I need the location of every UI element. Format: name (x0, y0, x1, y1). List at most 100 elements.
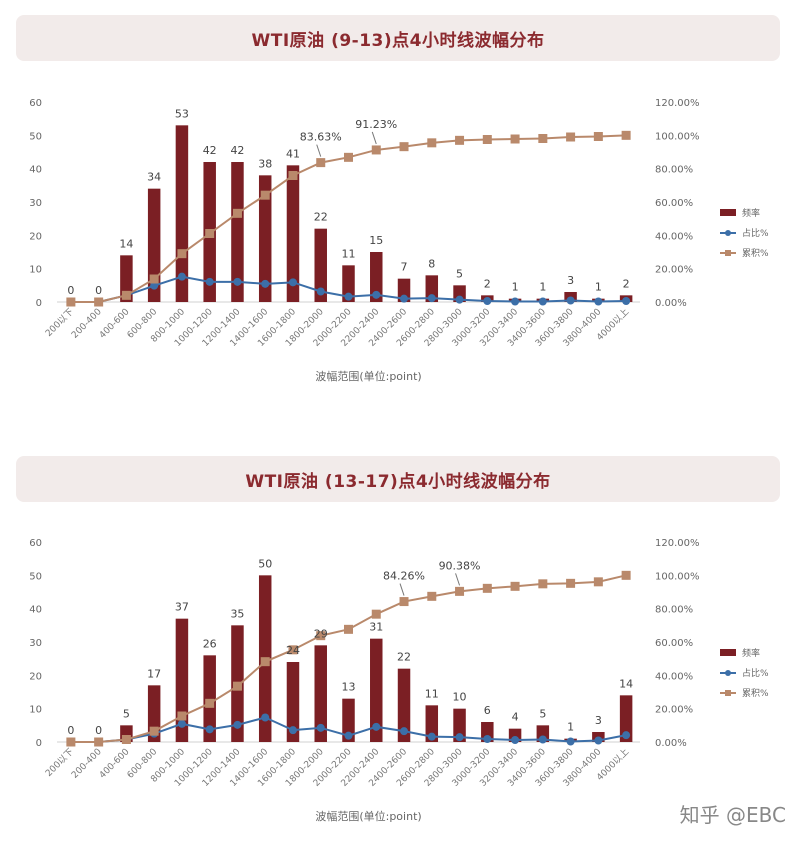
bar-value-label: 37 (175, 601, 189, 614)
bar-value-label: 4 (512, 711, 519, 724)
y2-tick-label: 20.00% (655, 705, 693, 716)
cumulative-point (66, 737, 76, 747)
bar-value-label: 24 (286, 644, 300, 657)
cumulative-point (593, 577, 603, 587)
y2-tick-label: 20.00% (655, 265, 693, 276)
y-tick-label: 60 (29, 538, 42, 549)
cumulative-point (316, 631, 326, 641)
bar (397, 278, 411, 302)
y2-tick-label: 60.00% (655, 638, 693, 649)
bar (453, 708, 466, 742)
share-point (233, 720, 242, 729)
cumulative-point (94, 737, 104, 747)
legend-label: 频率 (742, 647, 760, 659)
share-point (372, 290, 381, 299)
cumulative-point (427, 138, 437, 148)
share-point (594, 736, 603, 745)
share-point (344, 292, 353, 301)
bar-value-label: 35 (230, 607, 244, 620)
bar-value-label: 0 (67, 284, 74, 297)
y2-tick-label: 100.00% (655, 131, 700, 142)
y-tick-label: 50 (29, 131, 42, 142)
bar-value-label: 26 (203, 637, 217, 650)
y-tick-label: 40 (29, 165, 42, 176)
bar-value-label: 2 (484, 277, 491, 290)
y2-tick-label: 100.00% (655, 571, 700, 582)
cumulative-point (399, 142, 409, 152)
cumulative-point (177, 711, 187, 721)
share-point (455, 733, 464, 742)
cumulative-point (121, 735, 131, 744)
bar-value-label: 8 (428, 257, 435, 270)
chart2-title-banner: WTI原油 (13-17)点4小时线波幅分布 (16, 456, 780, 502)
cumulative-point (260, 190, 270, 200)
bar-value-label: 17 (147, 667, 161, 680)
bar (203, 655, 216, 742)
annotation-label: 91.23% (355, 118, 397, 131)
cumulative-point (205, 229, 215, 238)
bar-value-label: 38 (258, 157, 272, 170)
y-tick-label: 30 (29, 198, 42, 209)
legend-swatch-bar (720, 209, 736, 216)
y2-tick-label: 60.00% (655, 198, 693, 209)
annotation-leader (455, 573, 461, 586)
cumulative-point (149, 726, 159, 736)
y-tick-label: 20 (29, 671, 42, 682)
bar (425, 275, 439, 302)
bar-value-label: 5 (123, 707, 130, 720)
share-point (288, 278, 297, 287)
cumulative-point (482, 135, 492, 144)
share-point (622, 297, 631, 305)
bar-value-label: 6 (484, 704, 491, 717)
bar-value-label: 1 (512, 281, 519, 294)
chart2-svg: 01020304050600.00%20.00%40.00%60.00%80.0… (29, 538, 769, 823)
chart1-title-banner: WTI原油 (9-13)点4小时线波幅分布 (16, 15, 780, 61)
share-point (177, 719, 186, 728)
bar (425, 705, 439, 742)
bar-value-label: 11 (342, 247, 356, 260)
cumulative-point (371, 609, 381, 619)
bar-value-label: 7 (401, 261, 408, 274)
cumulative-point (344, 152, 353, 162)
bar-value-label: 2 (623, 277, 630, 290)
bar-value-label: 3 (595, 714, 602, 727)
bar-value-label: 0 (67, 724, 74, 737)
bar-value-label: 11 (425, 687, 439, 700)
share-point (566, 296, 575, 305)
annotation-label: 84.26% (383, 570, 425, 583)
bar (370, 252, 383, 302)
bar-value-label: 34 (147, 171, 161, 184)
share-point (622, 731, 631, 740)
watermark: 知乎 @EBC (679, 803, 786, 827)
bar-value-label: 29 (314, 627, 328, 640)
legend-label: 累积% (742, 247, 769, 259)
bar (120, 255, 133, 302)
share-point (594, 297, 603, 306)
cumulative-point (149, 274, 159, 284)
legend-label: 占比% (742, 667, 769, 679)
cumulative-point (121, 290, 131, 300)
bar (314, 228, 327, 302)
y-tick-label: 40 (29, 605, 42, 616)
share-point (205, 725, 214, 734)
bar (314, 645, 327, 742)
bar-value-label: 1 (539, 281, 546, 294)
bar-value-label: 1 (595, 281, 602, 294)
share-point (233, 277, 242, 286)
annotation-leader (316, 144, 322, 157)
bar (147, 188, 161, 302)
y2-tick-label: 0.00% (655, 298, 687, 309)
y2-tick-label: 40.00% (655, 671, 693, 682)
bar (286, 662, 300, 742)
cumulative-point (510, 134, 520, 144)
share-point (566, 737, 575, 746)
bar (175, 618, 189, 742)
bar (231, 162, 244, 302)
share-point (455, 295, 464, 304)
cumulative-point (510, 581, 520, 591)
annotation-leader (371, 131, 377, 145)
share-point (177, 272, 186, 281)
share-point (511, 736, 520, 744)
cumulative-point (621, 570, 631, 580)
cumulative-point (66, 297, 76, 307)
